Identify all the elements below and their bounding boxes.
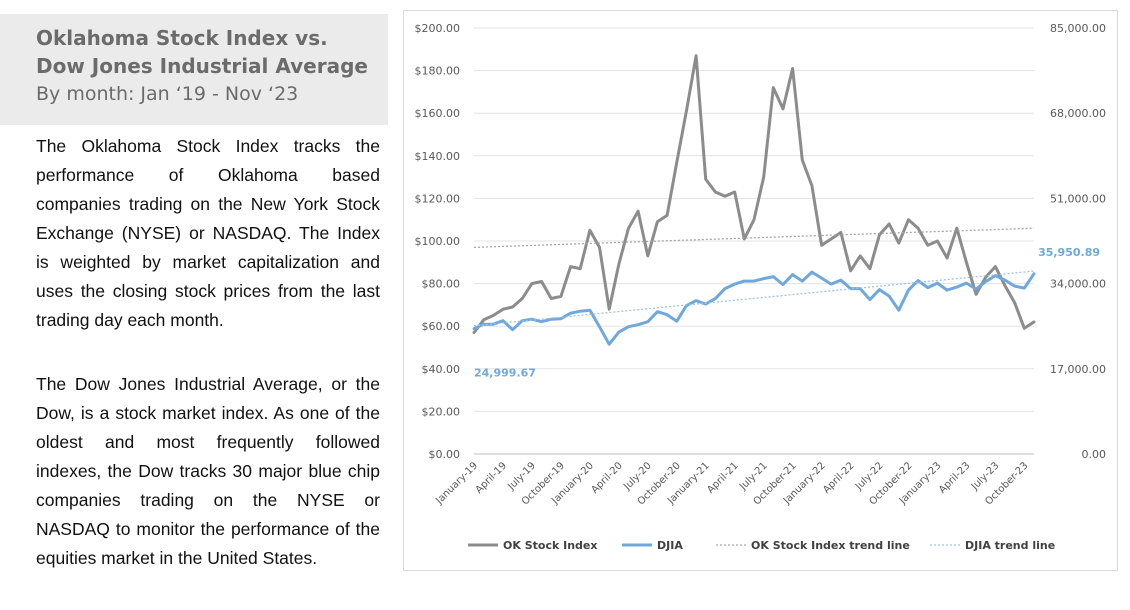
djia-last-value-label: 35,950.89 [1038, 246, 1100, 259]
right-y-tick-label: 51,000.00 [1050, 192, 1106, 205]
x-axis: January-19April-19July-19October-19Janua… [433, 453, 1034, 508]
legend-label: DJIA [657, 539, 683, 552]
left-y-axis: $0.00 $20.00 $40.00 $60.00 $80.00 $100.00 $120… [415, 22, 461, 461]
left-y-tick-label: $180.00 [415, 65, 461, 78]
legend-label: OK Stock Index [503, 539, 597, 552]
x-tick-label: April-19 [474, 460, 509, 495]
right-y-axis: 0.00 17,000.00 34,000.00 51,000.00 68,000.00… [1050, 22, 1106, 461]
djia-first-value-label: 24,999.67 [474, 367, 536, 380]
right-y-tick-label: 85,000.00 [1050, 22, 1106, 35]
chart-frame [403, 10, 1118, 571]
x-tick-label: April-22 [821, 460, 856, 495]
title-block: Oklahoma Stock Index vs. Dow Jones Indus… [0, 14, 388, 125]
series-ok-stock-index [472, 54, 1036, 335]
title-line-1: Oklahoma Stock Index vs. [36, 26, 328, 50]
left-y-tick-label: $0.00 [429, 448, 461, 461]
series-ok-stock-index-trend-line [473, 227, 1035, 249]
right-y-tick-label: 0.00 [1082, 448, 1107, 461]
title-line-2: Dow Jones Industrial Average [36, 54, 368, 78]
dow-description: The Dow Jones Industrial Average, or the… [36, 374, 380, 568]
series-djia-trend-line [473, 270, 1035, 327]
annotations: 24,999.67 35,950.89 [474, 246, 1100, 380]
x-tick-label: January-19 [433, 460, 480, 507]
right-y-tick-label: 34,000.00 [1050, 278, 1106, 291]
x-tick-label: April-23 [937, 460, 972, 495]
series-djia [472, 270, 1036, 346]
right-y-tick-label: 68,000.00 [1050, 107, 1106, 120]
x-tick-label: April-20 [589, 460, 624, 495]
left-y-tick-label: $200.00 [415, 22, 461, 35]
left-y-tick-label: $80.00 [422, 278, 461, 291]
subtitle: By month: Jan ‘19 - Nov ‘23 [36, 83, 299, 105]
series-lines [472, 54, 1036, 346]
legend-label: DJIA trend line [965, 539, 1055, 552]
legend: OK Stock Index DJIA OK Stock Index trend l… [468, 539, 1055, 552]
left-y-tick-label: $100.00 [415, 235, 461, 248]
gridlines [474, 27, 1034, 455]
left-y-tick-label: $120.00 [415, 192, 461, 205]
left-y-tick-label: $20.00 [422, 405, 461, 418]
left-y-tick-label: $140.00 [415, 150, 461, 163]
left-y-tick-label: $60.00 [422, 320, 461, 333]
ok-index-description: The Oklahoma Stock Index tracks the perf… [36, 136, 380, 330]
left-y-tick-label: $160.00 [415, 107, 461, 120]
legend-label: OK Stock Index trend line [751, 539, 910, 552]
left-y-tick-label: $40.00 [422, 363, 461, 376]
right-y-tick-label: 17,000.00 [1050, 363, 1106, 376]
x-tick-label: April-21 [705, 460, 740, 495]
